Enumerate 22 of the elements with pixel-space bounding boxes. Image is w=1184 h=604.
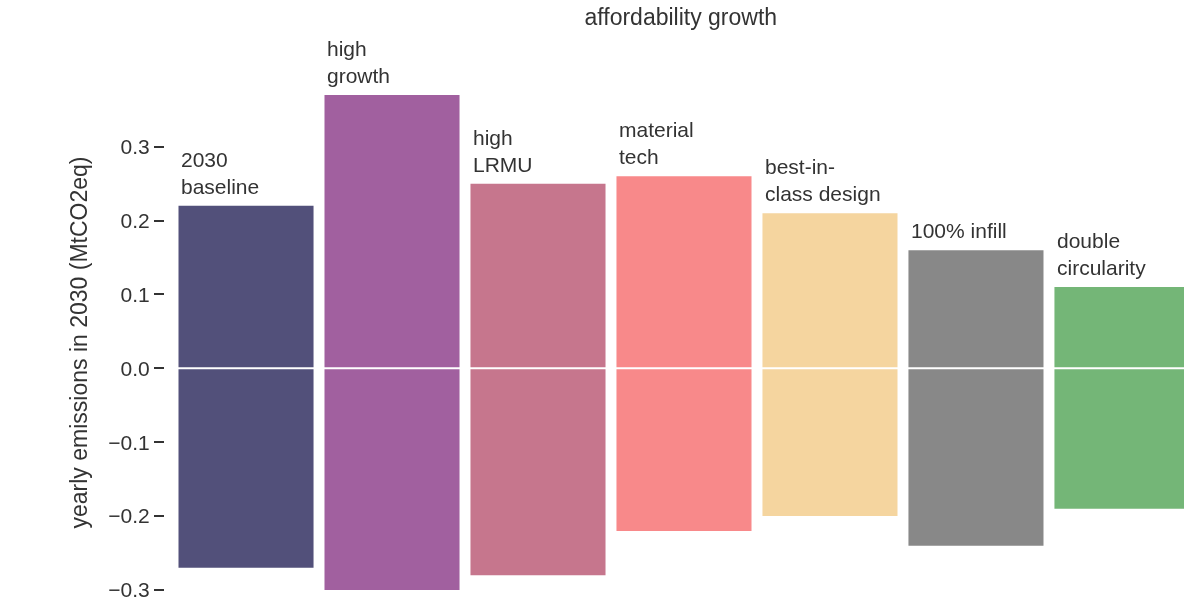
x-tick-label: 100% infill (911, 219, 1007, 242)
bar (762, 213, 898, 517)
y-tick-label: −0.1 (108, 430, 150, 454)
x-tick-label: 2030 baseline (181, 148, 260, 199)
y-tick-label: −0.3 (108, 578, 150, 602)
bar (178, 205, 314, 568)
y-axis-title: yearly emissions in 2030 (MtCO2eq) (65, 156, 92, 529)
x-tick-label: high LRMU (473, 126, 533, 177)
bar (908, 250, 1044, 546)
x-tick-label: high growth (327, 37, 391, 88)
x-tick-label: material tech (619, 118, 694, 169)
x-tick-label: double circularity (1057, 229, 1147, 280)
bar (324, 95, 460, 590)
chart-title: affordability growth (584, 4, 778, 31)
y-tick-label: −0.2 (108, 504, 150, 528)
y-tick-label: 0.2 (120, 208, 150, 232)
bar (616, 176, 752, 531)
x-tick-label: best-in- class design (765, 155, 881, 206)
bar (470, 183, 606, 576)
y-tick-label: 0.3 (120, 135, 150, 159)
y-tick-label: 0.0 (120, 356, 150, 380)
y-tick-label: 0.1 (120, 282, 150, 306)
